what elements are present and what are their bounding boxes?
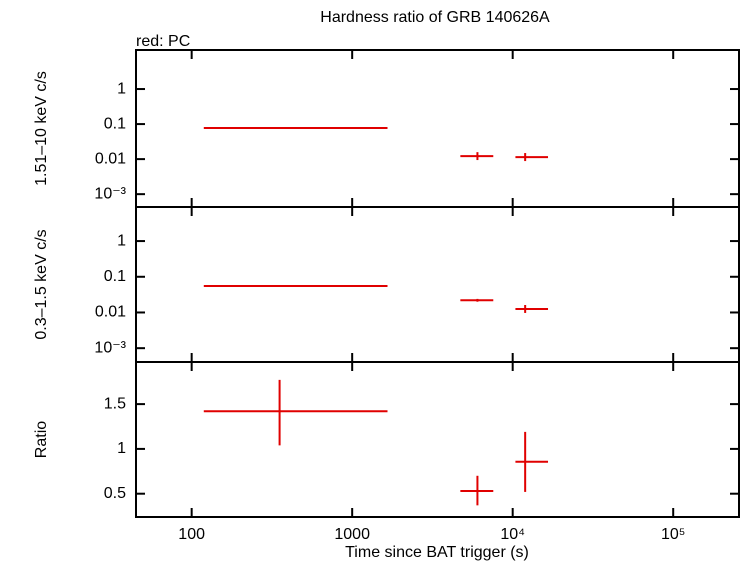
- y-tick-label: 0.1: [104, 268, 126, 285]
- x-tick-label: 100: [178, 526, 205, 543]
- x-axis-label: Time since BAT trigger (s): [345, 544, 529, 561]
- panel-frame: [135, 361, 740, 518]
- y-axis-label: 0.3–1.5 keV c/s: [33, 229, 50, 339]
- chart-title: Hardness ratio of GRB 140626A: [320, 9, 550, 26]
- y-tick-label: 10⁻³: [94, 339, 126, 356]
- x-tick-label: 10⁴: [500, 526, 525, 543]
- x-tick-label: 10⁵: [661, 526, 685, 543]
- y-tick-label: 1: [117, 440, 126, 457]
- y-axis-label: Ratio: [33, 421, 50, 458]
- x-tick-label: 1000: [334, 526, 370, 543]
- y-tick-label: 0.1: [104, 115, 126, 132]
- y-tick-label: 10⁻³: [94, 185, 126, 202]
- y-tick-label: 1: [117, 232, 126, 249]
- y-tick-label: 0.01: [95, 150, 126, 167]
- y-tick-label: 1: [117, 80, 126, 97]
- y-axis-label: 1.51–10 keV c/s: [33, 71, 50, 186]
- y-tick-label: 0.01: [95, 304, 126, 321]
- y-tick-label: 0.5: [104, 485, 126, 502]
- panel-frame: [135, 206, 740, 363]
- y-tick-label: 1.5: [104, 395, 126, 412]
- annotation: red: PC: [136, 33, 190, 50]
